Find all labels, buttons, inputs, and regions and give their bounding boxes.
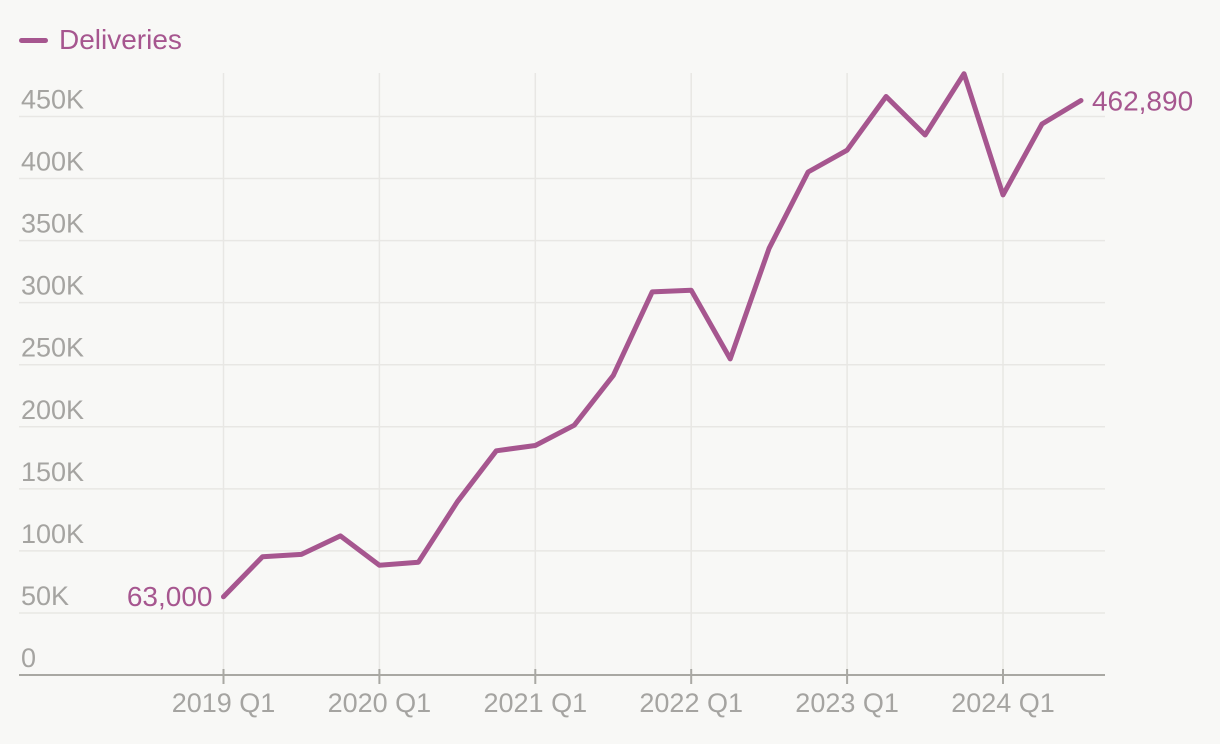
- x-tick-label: 2023 Q1: [795, 688, 899, 718]
- y-tick-label: 450K: [21, 85, 84, 115]
- x-tick-label: 2020 Q1: [328, 688, 432, 718]
- y-tick-label: 350K: [21, 209, 84, 239]
- x-tick-label: 2022 Q1: [639, 688, 743, 718]
- y-tick-label: 50K: [21, 581, 69, 611]
- y-tick-label: 150K: [21, 457, 84, 487]
- legend: Deliveries: [19, 24, 182, 56]
- legend-line-swatch: [19, 37, 48, 43]
- x-tick-label: 2019 Q1: [172, 688, 276, 718]
- last-point-label: 462,890: [1092, 86, 1193, 117]
- x-tick-label: 2024 Q1: [951, 688, 1055, 718]
- y-tick-label: 300K: [21, 271, 84, 301]
- x-tick-label: 2021 Q1: [484, 688, 588, 718]
- y-tick-label: 0: [21, 643, 36, 673]
- deliveries-line: [221, 71, 1084, 600]
- legend-label: Deliveries: [59, 24, 182, 55]
- y-tick-label: 250K: [21, 333, 84, 363]
- y-tick-label: 100K: [21, 519, 84, 549]
- y-tick-label: 400K: [21, 147, 84, 177]
- y-tick-label: 200K: [21, 395, 84, 425]
- first-point-label: 63,000: [127, 581, 213, 612]
